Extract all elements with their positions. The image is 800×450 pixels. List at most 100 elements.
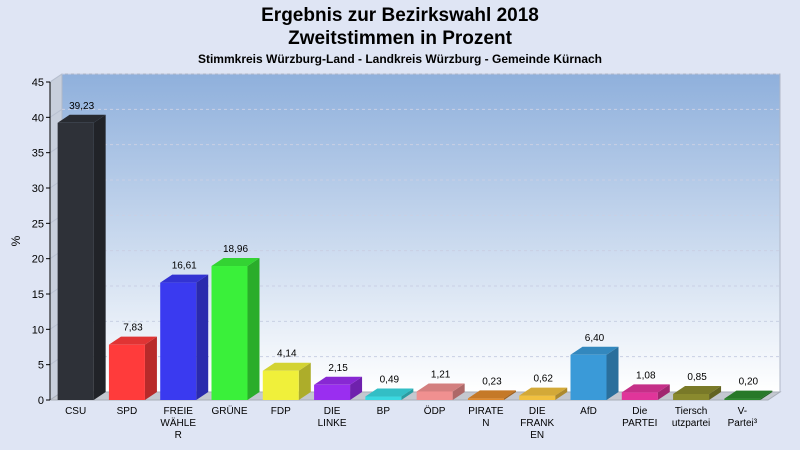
bar xyxy=(519,387,568,400)
x-tick-label: BP xyxy=(377,406,391,417)
grid-line-side xyxy=(49,108,63,118)
bar-front xyxy=(519,395,556,400)
bar-side xyxy=(657,384,670,400)
bar-top xyxy=(621,384,670,393)
bar-front xyxy=(673,393,710,400)
grid-line-side xyxy=(49,73,63,83)
chart-subtitle: Stimmkreis Würzburg-Land - Landkreis Wür… xyxy=(197,52,603,66)
bars xyxy=(57,114,773,401)
bar-front xyxy=(262,370,299,400)
bar-front xyxy=(108,344,145,400)
y-tick-label: 45 xyxy=(32,77,44,89)
y-tick-label: 5 xyxy=(38,360,44,372)
x-tick-label: EN xyxy=(530,430,544,441)
y-tick-label: 25 xyxy=(32,218,44,230)
bar-top xyxy=(416,383,465,392)
y-tick-label: 10 xyxy=(32,324,44,336)
bar-side xyxy=(247,258,260,400)
x-tick-label: PIRATE xyxy=(468,406,504,417)
data-label: 1,08 xyxy=(636,370,656,381)
bar-front xyxy=(724,398,761,400)
data-label: 1,21 xyxy=(431,369,451,380)
x-tick-label: FREIE xyxy=(163,406,193,417)
bar-side xyxy=(709,385,722,400)
y-tick-label: 40 xyxy=(32,112,44,124)
bar-top xyxy=(108,336,157,345)
bar-front xyxy=(314,384,351,400)
bar xyxy=(570,346,619,400)
y-tick-label: 35 xyxy=(32,148,44,160)
bar-top xyxy=(519,387,568,396)
data-label: 39,23 xyxy=(69,101,94,112)
y-tick-label: 0 xyxy=(38,395,44,407)
bar xyxy=(211,258,260,400)
chart-title-line2: Zweitstimmen in Prozent xyxy=(288,28,512,49)
bar xyxy=(160,274,209,400)
y-tick-label: 20 xyxy=(32,254,44,266)
data-label: 2,15 xyxy=(328,363,348,374)
bar-top xyxy=(57,114,106,123)
data-label: 0,20 xyxy=(739,377,759,388)
bar xyxy=(724,390,773,400)
bar xyxy=(108,336,157,400)
y-tick-label: 30 xyxy=(32,183,44,195)
bar-top xyxy=(211,258,260,267)
x-tick-label: Die xyxy=(632,406,647,417)
bar-front xyxy=(57,122,94,401)
bar-side xyxy=(606,346,619,400)
x-tick-label: WÄHLE xyxy=(160,417,196,429)
y-axis: 0 5 10 15 20 25 30 35 40 45% xyxy=(9,77,51,407)
data-label: 4,14 xyxy=(277,349,297,360)
bar xyxy=(416,383,465,400)
bar-side xyxy=(350,376,363,400)
bar-side xyxy=(555,387,568,400)
data-label: 18,96 xyxy=(223,244,248,255)
y-axis-label: % xyxy=(9,235,23,246)
chart-title: Ergebnis zur Bezirkswahl 2018 Zweitstimm… xyxy=(0,4,800,50)
bar-front xyxy=(160,282,197,400)
x-tick-label: AfD xyxy=(580,406,597,417)
data-label: 0,85 xyxy=(687,372,707,383)
data-label: 0,62 xyxy=(533,374,553,385)
bar-top xyxy=(365,388,414,397)
data-label: 16,61 xyxy=(172,261,197,272)
bar-side xyxy=(503,390,516,400)
x-tick-label: FRANK xyxy=(520,418,554,429)
x-tick-label: N xyxy=(482,418,489,429)
plot-floor xyxy=(48,391,782,401)
bar-top xyxy=(467,390,516,399)
bar xyxy=(673,385,722,400)
bar-side xyxy=(93,114,106,401)
x-tick-label: SPD xyxy=(117,406,138,417)
bar xyxy=(314,376,363,400)
bar-top xyxy=(570,346,619,355)
bar-front xyxy=(416,391,453,400)
bar-front xyxy=(570,354,607,400)
bar xyxy=(467,390,516,400)
x-tick-label: ÖDP xyxy=(424,405,446,417)
plot-area xyxy=(48,73,782,401)
bar-side xyxy=(196,274,209,400)
bar-side xyxy=(144,336,157,400)
bar-top xyxy=(724,390,773,399)
x-tick-label: CSU xyxy=(65,406,86,417)
bar-front xyxy=(365,396,402,400)
bar xyxy=(57,114,106,401)
bar-top xyxy=(262,362,311,371)
bar-side xyxy=(760,390,773,400)
data-label: 7,83 xyxy=(123,323,143,334)
bar-top xyxy=(160,274,209,283)
x-tick-label: PARTEI xyxy=(622,418,657,429)
bar-side xyxy=(298,362,311,400)
bar-side xyxy=(401,388,414,400)
data-label: 0,23 xyxy=(482,376,502,387)
data-label: 0,49 xyxy=(380,375,400,386)
bar xyxy=(365,388,414,400)
chart-title-line1: Ergebnis zur Bezirkswahl 2018 xyxy=(261,5,539,26)
bar-top xyxy=(673,385,722,394)
bar-front xyxy=(211,266,248,400)
x-tick-label: V- xyxy=(738,406,747,417)
bar-front xyxy=(467,398,504,400)
